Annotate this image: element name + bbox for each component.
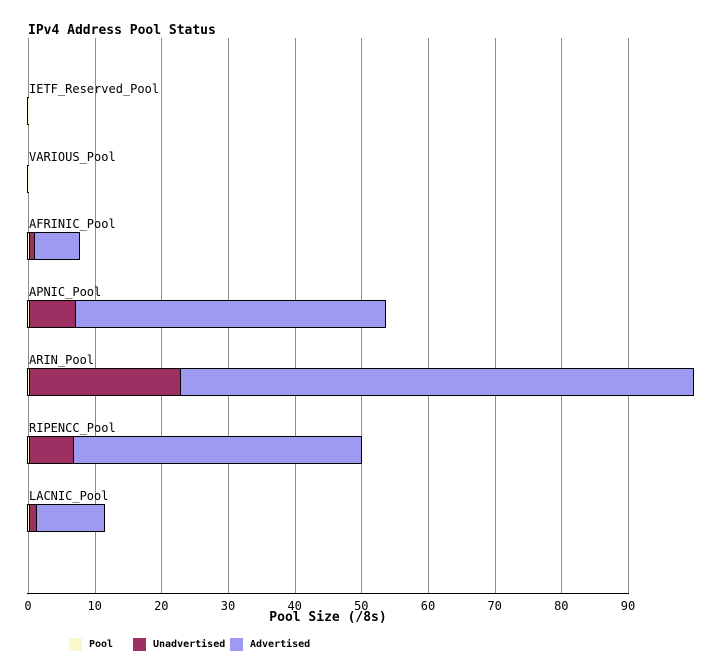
legend-label: Unadvertised <box>153 639 226 650</box>
legend-swatch-pool <box>69 638 82 651</box>
bar-segment-unadvertised <box>28 233 35 259</box>
bar-apnic_pool <box>27 300 387 328</box>
bar-segment-unadvertised <box>29 369 180 395</box>
legend-item-advertised: Advertised <box>230 638 310 651</box>
x-tick-label: 90 <box>620 599 636 613</box>
legend-label: Advertised <box>250 639 311 650</box>
bar-segment-unadvertised <box>28 505 36 531</box>
bar-segment-advertised <box>35 505 104 531</box>
bar-segment-pool <box>28 505 29 531</box>
legend-swatch-unadvertised <box>133 638 146 651</box>
bar-label: VARIOUS_Pool <box>29 150 116 164</box>
bar-segment-pool <box>28 301 29 327</box>
bar-segment-unadvertised <box>28 301 75 327</box>
x-tick-label: 80 <box>554 599 569 613</box>
gridline <box>561 38 563 593</box>
bar-segment-advertised <box>72 437 361 463</box>
legend-swatch-advertised <box>230 638 243 651</box>
bar-label: AFRINIC_Pool <box>29 217 116 231</box>
gridline <box>428 38 429 593</box>
x-tick-label: 10 <box>87 599 102 613</box>
bar-label: IETF_Reserved_Pool <box>29 82 160 96</box>
bar-segment-unadvertised <box>28 437 73 463</box>
bar-label: ARIN_Pool <box>29 353 95 367</box>
x-tick-label: 0 <box>24 599 32 613</box>
bar-ietf_reserved_pool <box>27 97 30 125</box>
x-tick-label: 40 <box>287 599 302 613</box>
legend-item-unadvertised: Unadvertised <box>133 638 225 651</box>
x-tick-label: 20 <box>154 599 169 613</box>
x-tick-label: 30 <box>220 599 236 613</box>
bar-various_pool <box>27 165 30 193</box>
bar-lacnic_pool <box>27 504 105 532</box>
bar-segment-advertised <box>34 233 79 259</box>
legend-item-pool: Pool <box>69 638 113 651</box>
x-tick-label: 60 <box>420 599 436 613</box>
gridline <box>494 38 496 593</box>
bar-segment-advertised <box>179 369 693 395</box>
bar-segment-advertised <box>74 301 386 327</box>
chart-title: IPv4 Address Pool Status <box>28 23 216 38</box>
x-tick-label: 50 <box>354 599 369 613</box>
bar-label: APNIC_Pool <box>29 285 102 299</box>
bar-label: RIPENCC_Pool <box>29 421 116 435</box>
x-tick-label: 70 <box>487 599 502 613</box>
legend-label: Pool <box>89 639 114 650</box>
bar-segment-pool <box>28 369 30 395</box>
bar-ripencc_pool <box>27 436 362 464</box>
bar-afrinic_pool <box>27 232 80 260</box>
bar-label: LACNIC_Pool <box>29 489 109 503</box>
gridline <box>628 38 629 593</box>
bar-arin_pool <box>27 368 694 396</box>
x-axis-line <box>27 593 629 594</box>
bar-segment-pool <box>28 233 29 259</box>
bar-segment-pool <box>28 437 29 463</box>
x-axis-label: Pool Size (/8s) <box>269 610 387 625</box>
